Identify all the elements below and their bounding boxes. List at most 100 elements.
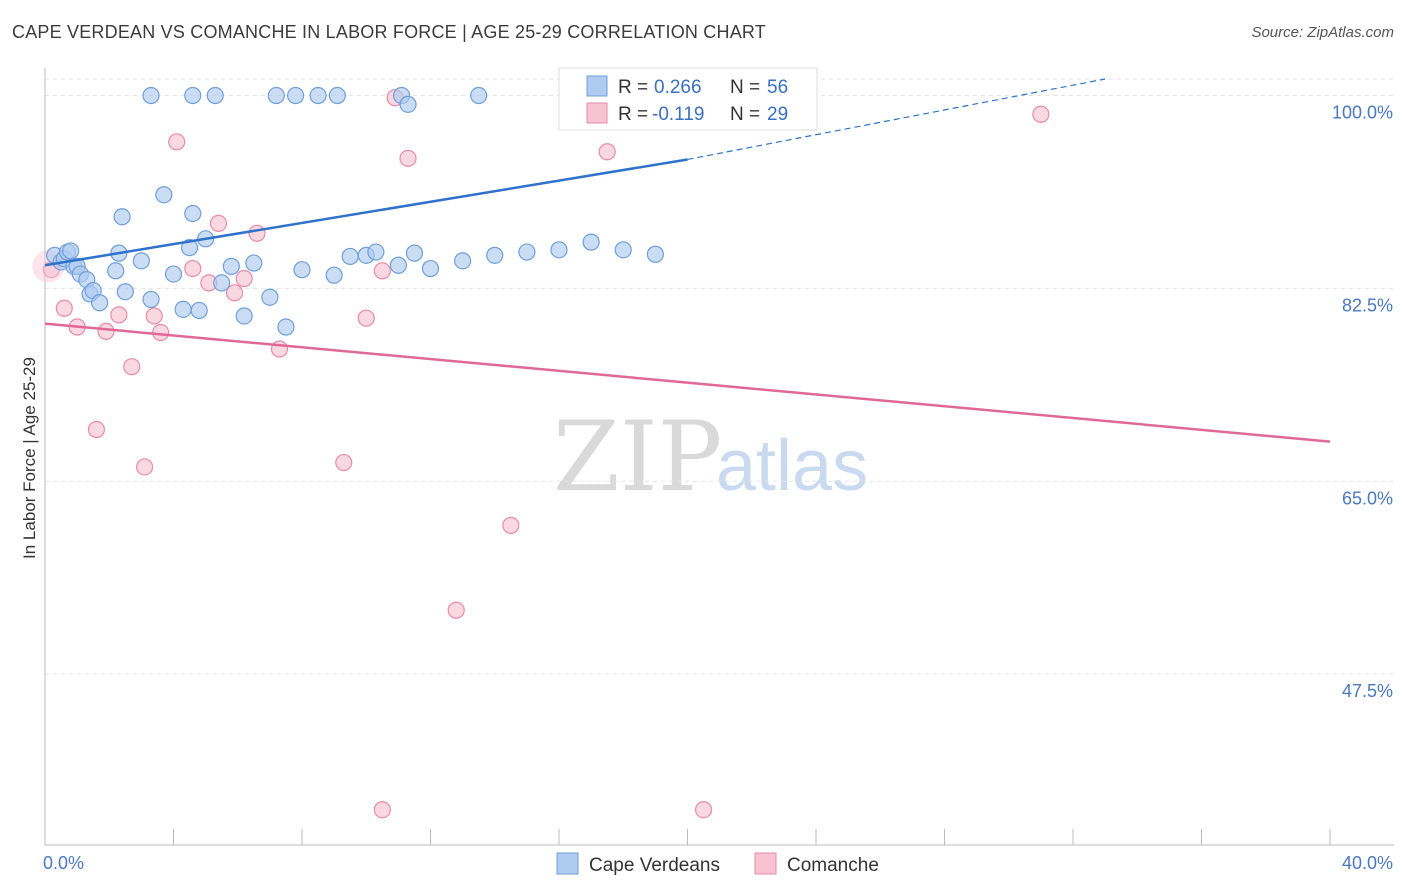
watermark-atlas: atlas: [716, 426, 868, 506]
cape-verdean-point-36: [389, 256, 407, 274]
cape-verdean-point-33: [341, 247, 359, 266]
cape-verdean-point-29: [261, 288, 279, 306]
comanche-point-24: [502, 516, 520, 534]
cape-verdean-point-55: [470, 86, 488, 105]
cape-verdean-point-30: [277, 318, 295, 336]
legend-n-label-2: N =: [730, 104, 760, 125]
legend-swatch-pink: [586, 102, 608, 124]
comanche-point-26: [373, 801, 391, 819]
cape-verdean-point-12: [107, 262, 125, 280]
cape-verdean-point-37: [405, 244, 424, 262]
comanche-point-17: [270, 340, 289, 358]
bottom-legend-swatch-pink: [754, 852, 777, 875]
legend-n-value-1: 56: [767, 77, 788, 98]
bottom-legend-cape-verdeans: Cape Verdeans: [589, 855, 720, 876]
cape-verdean-point-27: [235, 307, 253, 325]
comanche-point-28: [1032, 105, 1050, 123]
cape-verdean-point-16: [132, 252, 150, 270]
legend-r-label-2: R =: [618, 104, 648, 125]
x-tick-label-max: 40.0%: [1342, 853, 1393, 873]
y-axis-label: In Labor Force | Age 25-29: [20, 357, 39, 559]
watermark-zip: ZIP: [553, 401, 722, 513]
trend-lines: [44, 78, 1331, 443]
comanche-point-20: [373, 262, 391, 280]
comanche-point-13: [209, 214, 228, 232]
cape-verdean-point-18: [155, 186, 173, 204]
cape-verdean-point-23: [190, 301, 208, 320]
gridlines: [45, 78, 1394, 675]
comanche-point-14: [225, 284, 244, 302]
cape-verdean-point-51: [309, 86, 327, 105]
chart-source: Source: ZipAtlas.com: [1251, 24, 1394, 41]
legend-n-label-1: N =: [730, 77, 760, 98]
comanche-point-8: [145, 307, 163, 325]
cape-verdean-point-19: [164, 265, 183, 283]
cape-verdean-trend-line: [44, 158, 688, 267]
cape-verdean-point-15: [116, 283, 134, 301]
cape-verdean-point-25: [213, 274, 231, 292]
y-tick-label-3: 47.5%: [1342, 681, 1393, 701]
series-legend: Cape Verdeans Comanche: [556, 852, 879, 876]
cape-verdean-point-22: [184, 204, 202, 223]
comanche-point-6: [123, 358, 141, 376]
comanche-points: [32, 89, 1050, 819]
cape-verdean-point-14: [113, 208, 131, 226]
cape-verdean-point-35: [367, 243, 385, 261]
cape-verdean-point-50: [286, 86, 305, 105]
comanche-point-22: [399, 149, 417, 167]
cape-verdean-point-31: [293, 261, 311, 279]
comanche-point-19: [357, 309, 375, 327]
comanche-point-5: [110, 306, 128, 324]
cape-verdean-point-17: [142, 290, 160, 309]
axes: [44, 68, 1394, 846]
cape-verdean-point-46: [142, 86, 160, 105]
bottom-legend-swatch-blue: [556, 852, 579, 875]
comanche-point-3: [87, 420, 106, 439]
comanche-trend-line: [44, 322, 1331, 443]
bottom-legend-comanche: Comanche: [787, 855, 879, 876]
correlation-legend: R = 0.266 N = 56 R = -0.119 N = 29: [558, 67, 818, 131]
cape-verdean-point-21: [180, 239, 199, 257]
cape-verdean-point-43: [582, 233, 600, 251]
cape-verdean-point-32: [325, 266, 343, 284]
legend-n-value-2: 29: [767, 104, 788, 125]
cape-verdean-point-48: [206, 86, 224, 105]
cape-verdean-point-11: [91, 294, 109, 312]
cape-verdean-point-45: [646, 245, 664, 263]
comanche-point-16: [248, 224, 266, 242]
y-tick-label-2: 65.0%: [1342, 488, 1393, 508]
cape-verdean-point-41: [518, 243, 536, 261]
comanche-point-15: [235, 269, 253, 288]
y-tick-label-1: 82.5%: [1342, 295, 1393, 315]
comanche-point-11: [184, 259, 202, 278]
x-tick-label-min: 0.0%: [43, 853, 84, 873]
legend-r-value-1: 0.266: [654, 77, 702, 98]
cape-verdean-point-54: [399, 95, 417, 113]
chart-title: CAPE VERDEAN VS COMANCHE IN LABOR FORCE …: [12, 22, 766, 42]
cape-verdean-point-49: [267, 86, 285, 105]
cape-verdean-point-4: [62, 242, 80, 260]
legend-r-value-2: -0.119: [652, 104, 704, 125]
comanche-point-18: [335, 453, 353, 472]
cape-verdean-point-28: [245, 254, 263, 272]
cape-verdean-point-40: [486, 246, 504, 264]
y-tick-label-0: 100.0%: [1332, 103, 1393, 123]
comanche-point-1: [55, 299, 73, 317]
comanche-point-25: [598, 143, 616, 161]
tick-labels: 100.0% 82.5% 65.0% 47.5% 0.0% 40.0%: [43, 103, 1393, 873]
legend-r-label-1: R =: [618, 77, 648, 98]
cape-verdean-points: [46, 86, 664, 336]
cape-verdean-point-52: [328, 86, 346, 105]
cape-verdean-point-42: [550, 241, 568, 259]
cape-verdean-point-39: [454, 252, 472, 270]
comanche-point-9: [152, 323, 170, 342]
comanche-point-27: [694, 801, 713, 819]
comanche-point-23: [447, 601, 465, 619]
cape-verdean-point-47: [184, 86, 202, 105]
cape-verdean-trend-extension: [687, 78, 1106, 161]
cape-verdean-point-44: [614, 241, 632, 259]
cape-verdean-point-26: [222, 257, 240, 275]
comanche-point-7: [135, 458, 154, 476]
comanche-point-4: [97, 322, 115, 340]
